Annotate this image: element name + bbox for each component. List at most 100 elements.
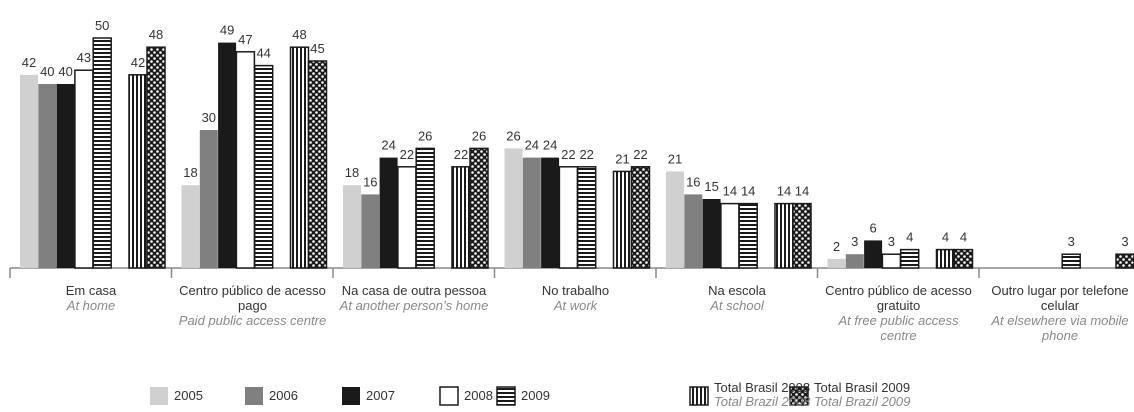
category-subname: At another person’s home	[339, 298, 489, 313]
legend-name: 2008	[464, 388, 493, 403]
bar	[181, 185, 200, 268]
legend-name: 2007	[366, 388, 395, 403]
value-label: 44	[256, 46, 270, 61]
value-label: 14	[723, 184, 737, 199]
value-label: 22	[400, 147, 414, 162]
value-label: 50	[95, 18, 109, 33]
value-label: 4	[960, 230, 967, 245]
bar	[774, 202, 794, 269]
category-label: Centro público de acesso pago Paid public…	[175, 283, 331, 328]
legend-swatch	[689, 386, 709, 406]
bar	[702, 199, 721, 268]
bar	[666, 171, 684, 268]
value-label: 21	[668, 151, 682, 166]
bar	[504, 148, 523, 268]
value-label: 47	[238, 32, 252, 47]
bar	[630, 166, 651, 269]
legend-swatch	[150, 387, 168, 405]
bar	[235, 51, 256, 269]
legend-subname: Total Brazil 2008	[714, 394, 811, 409]
value-label: 48	[149, 27, 163, 42]
value-label: 3	[1068, 234, 1075, 249]
value-label: 45	[310, 41, 324, 56]
category-subname: At elsewhere via mobile phone	[991, 313, 1129, 343]
bar	[307, 60, 328, 269]
legend-swatch	[342, 387, 360, 405]
category-name: Na casa de outra pessoa	[341, 283, 487, 298]
legend-swatch	[496, 386, 516, 406]
value-label: 26	[472, 128, 486, 143]
category-name: Centro público de acesso gratuito	[825, 283, 972, 313]
value-label: 4	[906, 230, 913, 245]
bar	[881, 253, 902, 269]
bar	[792, 202, 812, 269]
legend-subname: Total Brazil 2009	[814, 394, 911, 409]
legend-label: 2009	[521, 389, 550, 403]
value-label: 14	[795, 184, 809, 199]
bar	[864, 240, 883, 268]
legend-swatch	[789, 386, 809, 406]
value-label: 48	[292, 27, 306, 42]
legend-name: 2005	[174, 388, 203, 403]
value-label: 42	[131, 55, 145, 70]
bar	[74, 69, 94, 269]
bar	[1061, 253, 1081, 269]
bar	[92, 37, 112, 269]
legend-label: 2007	[366, 389, 395, 403]
value-label: 40	[40, 64, 54, 79]
category-subname: At school	[710, 298, 764, 313]
value-label: 3	[888, 234, 895, 249]
bar	[1115, 253, 1134, 269]
legend-swatch	[439, 386, 459, 406]
bar	[343, 185, 361, 268]
value-label: 42	[22, 55, 36, 70]
value-label: 3	[851, 234, 858, 249]
category-subname: Paid public access centre	[178, 313, 327, 328]
bar	[953, 248, 974, 269]
bar	[56, 84, 75, 268]
bar	[576, 166, 597, 269]
bar	[522, 157, 541, 268]
value-label: 40	[58, 64, 72, 79]
bar	[827, 258, 846, 268]
legend-label: 2005	[174, 389, 203, 403]
value-label: 16	[686, 174, 700, 189]
bar	[899, 248, 920, 269]
value-label: 30	[202, 110, 216, 125]
value-label: 14	[777, 184, 791, 199]
value-label: 49	[220, 23, 234, 38]
bar	[218, 42, 237, 268]
bar	[720, 202, 740, 269]
category-label: No trabalho At work	[498, 283, 654, 313]
legend-label: Total Brasil 2008 Total Brazil 2008	[714, 381, 810, 409]
category-name: Centro público de acesso pago	[179, 283, 326, 313]
legend-swatch	[245, 387, 263, 405]
category-label: Na casa de outra pessoa At another person…	[336, 283, 492, 313]
value-label: 14	[741, 184, 755, 199]
bar	[845, 254, 864, 268]
value-label: 26	[418, 128, 432, 143]
legend-name: Total Brasil 2008	[714, 380, 811, 395]
bar	[20, 74, 38, 268]
value-label: 22	[633, 147, 647, 162]
bar	[199, 130, 218, 268]
legend-label: 2008	[464, 389, 493, 403]
value-label: 22	[579, 147, 593, 162]
value-label: 21	[615, 151, 629, 166]
value-label: 22	[454, 147, 468, 162]
bar	[935, 248, 956, 269]
value-label: 24	[381, 138, 395, 153]
value-label: 2	[833, 239, 840, 254]
category-name: Em casa	[65, 283, 117, 298]
legend-name: Total Brasil 2009	[814, 380, 911, 395]
bar	[38, 84, 57, 268]
category-name: Na escola	[708, 283, 766, 298]
category-subname: At home	[66, 298, 116, 313]
legend-name: 2006	[269, 388, 298, 403]
value-label: 6	[869, 220, 876, 235]
value-label: 4	[942, 230, 949, 245]
value-label: 24	[543, 138, 557, 153]
category-label: Centro público de acesso gratuito At free…	[821, 283, 977, 343]
